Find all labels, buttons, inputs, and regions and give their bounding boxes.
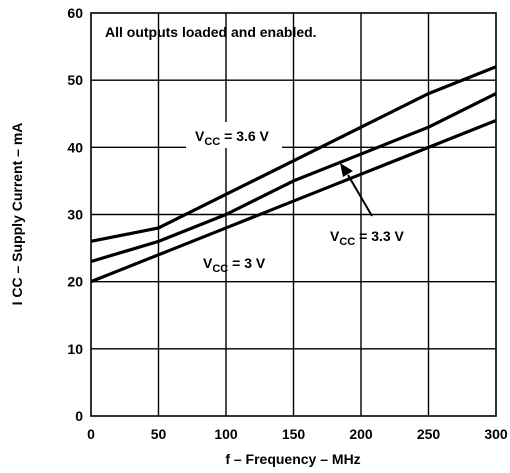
curve-label-0: VCC = 3.6 V [195, 128, 270, 148]
y-tick-label: 30 [67, 207, 83, 223]
x-tick-label: 300 [484, 426, 508, 442]
arrow-line [347, 174, 373, 217]
x-tick-label: 250 [417, 426, 441, 442]
series-line-1 [90, 92, 497, 264]
x-axis-title: f – Frequency – MHz [225, 451, 360, 467]
curve-label-bg [186, 122, 282, 148]
grid-layer [91, 13, 496, 416]
series-line-0 [90, 65, 497, 243]
y-axis-title: I CC – Supply Current – mA [9, 123, 25, 306]
y-tick-label: 40 [67, 139, 83, 155]
annotation-text: All outputs loaded and enabled. [105, 24, 317, 40]
curve-labels: VCC = 3.6 V VCC = 3.3 V VCC = 3 V [186, 122, 405, 275]
x-tick-label: 50 [151, 426, 167, 442]
y-tick-label: 50 [67, 72, 83, 88]
series-line-2 [90, 118, 497, 284]
curve-label-1: VCC = 3.3 V [330, 228, 405, 248]
x-tick-label: 200 [349, 426, 373, 442]
tick-labels: 0 50 100 150 200 250 300 0 10 20 30 40 50 60 [67, 5, 507, 442]
x-tick-label: 150 [282, 426, 306, 442]
plot-frame [90, 12, 497, 417]
y-tick-label: 60 [67, 5, 83, 21]
y-tick-label: 10 [67, 341, 83, 357]
x-tick-label: 100 [214, 426, 238, 442]
curve-layer [90, 65, 497, 284]
x-tick-label: 0 [87, 426, 95, 442]
y-tick-label: 0 [75, 408, 83, 424]
arrow-head [340, 163, 353, 177]
curve-label-2: VCC = 3 V [203, 255, 266, 275]
y-tick-label: 20 [67, 274, 83, 290]
